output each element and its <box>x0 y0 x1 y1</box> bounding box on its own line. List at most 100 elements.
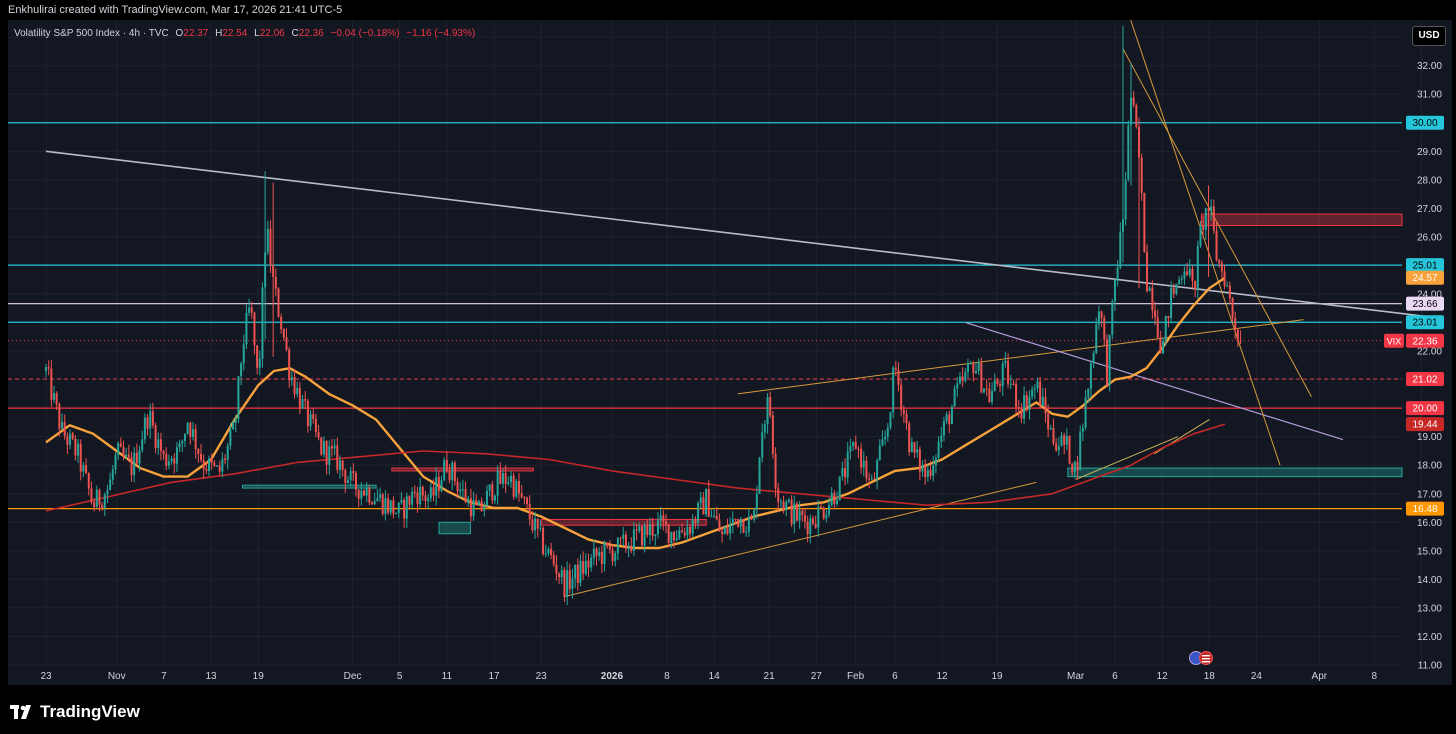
y-tick-label: 19.00 <box>1417 432 1442 443</box>
candle-body <box>296 388 299 395</box>
candle-body <box>1135 105 1138 127</box>
price-label: 25.01 <box>1412 261 1437 272</box>
trend-line <box>737 319 1304 395</box>
chart-panel[interactable]: 23 Nov 7 13 19 Dec 5 11 17 23 2026 8 14 21 27 Feb 6 12 19 M… <box>8 20 1452 685</box>
candle-body <box>109 479 112 491</box>
candle-body <box>1049 428 1052 430</box>
candle-body <box>1183 271 1186 279</box>
tradingview-logo[interactable]: TradingView <box>10 702 140 722</box>
candle-body <box>913 442 916 453</box>
price-label-box <box>1406 401 1444 416</box>
zone-box <box>391 467 534 472</box>
candle-body <box>95 489 98 508</box>
symbol-name: Volatility S&P 500 Index · 4h · TVC <box>14 28 169 39</box>
candle-body <box>451 462 454 481</box>
candle-body <box>437 476 440 491</box>
x-tick-label: 27 <box>811 671 823 682</box>
candle-body <box>646 525 649 535</box>
candle-body <box>560 570 563 578</box>
candle-body <box>699 497 702 503</box>
candle-body <box>862 460 865 468</box>
candle-body <box>1180 278 1183 280</box>
candle-body <box>320 437 323 455</box>
candle-body <box>643 525 646 546</box>
candle-body <box>598 551 601 556</box>
candle-body <box>354 473 357 490</box>
candle-body <box>659 515 662 521</box>
candle-body <box>58 404 61 429</box>
price-label-box <box>1406 501 1444 516</box>
candle-body <box>814 523 817 528</box>
x-tick-label: Feb <box>847 671 865 682</box>
candle-body <box>926 470 929 478</box>
candle-body <box>253 312 256 346</box>
candle-body <box>1023 395 1026 419</box>
candle-body <box>881 439 884 446</box>
candle-body <box>825 514 828 519</box>
us-flag-icon[interactable] <box>1188 650 1216 669</box>
candle-body <box>93 502 96 508</box>
candle-body <box>405 496 408 519</box>
candle-body <box>1146 252 1149 292</box>
candle-body <box>972 363 975 374</box>
candle-body <box>237 376 240 420</box>
candle-body <box>306 400 309 427</box>
price-chart[interactable]: 23 Nov 7 13 19 Dec 5 11 17 23 2026 8 14 21 27 Feb 6 12 19 M… <box>8 20 1452 685</box>
candle-body <box>261 287 264 359</box>
candle-body <box>713 515 716 517</box>
candle-body <box>611 549 614 562</box>
trend-line <box>1122 48 1312 397</box>
candle-body <box>787 499 790 502</box>
candle-body <box>916 449 919 453</box>
candle-body <box>162 451 165 454</box>
candle-body <box>154 425 157 449</box>
candle-body <box>480 501 483 511</box>
candle-body <box>98 489 101 505</box>
candle-body <box>456 481 459 492</box>
candle-body <box>697 502 700 524</box>
candle-body <box>630 546 633 551</box>
y-tick-label: 18.00 <box>1417 461 1442 472</box>
candle-body <box>991 390 994 402</box>
candle-body <box>397 502 400 513</box>
candle-body <box>865 460 868 479</box>
candle-body <box>558 573 561 578</box>
candle-body <box>189 422 192 437</box>
candle-body <box>836 500 839 505</box>
candle-body <box>1012 383 1015 385</box>
candle-body <box>622 534 625 539</box>
y-tick-label: 31.00 <box>1417 90 1442 101</box>
candle-body <box>1017 407 1020 409</box>
candle-body <box>892 367 895 413</box>
candle-body <box>1065 435 1068 445</box>
candle-body <box>734 518 737 520</box>
candle-body <box>141 439 144 451</box>
candle-body <box>1084 397 1087 428</box>
candle-body <box>830 492 833 506</box>
currency-button[interactable]: USD <box>1412 26 1446 46</box>
candle-body <box>550 548 553 556</box>
candle-body <box>806 521 809 535</box>
candle-body <box>958 376 961 384</box>
candle-body <box>1121 219 1124 232</box>
candle-body <box>1001 363 1004 387</box>
candle-body <box>769 397 772 416</box>
candle-body <box>1028 396 1031 410</box>
candle-body <box>440 480 443 491</box>
candle-body <box>961 376 964 382</box>
candle-body <box>606 542 609 547</box>
candle-body <box>314 418 317 433</box>
candle-body <box>761 432 764 458</box>
price-label-box <box>1406 333 1444 348</box>
candle-body <box>745 531 748 533</box>
candle-body <box>280 316 283 329</box>
candle-body <box>277 288 280 317</box>
symbol-tag: VIX <box>1387 336 1402 346</box>
candle-body <box>656 520 659 535</box>
candle-body <box>1239 340 1242 342</box>
x-tick-label: Mar <box>1067 671 1085 682</box>
candle-body <box>151 411 154 426</box>
candle-body <box>632 529 635 551</box>
candle-body <box>1207 208 1210 211</box>
